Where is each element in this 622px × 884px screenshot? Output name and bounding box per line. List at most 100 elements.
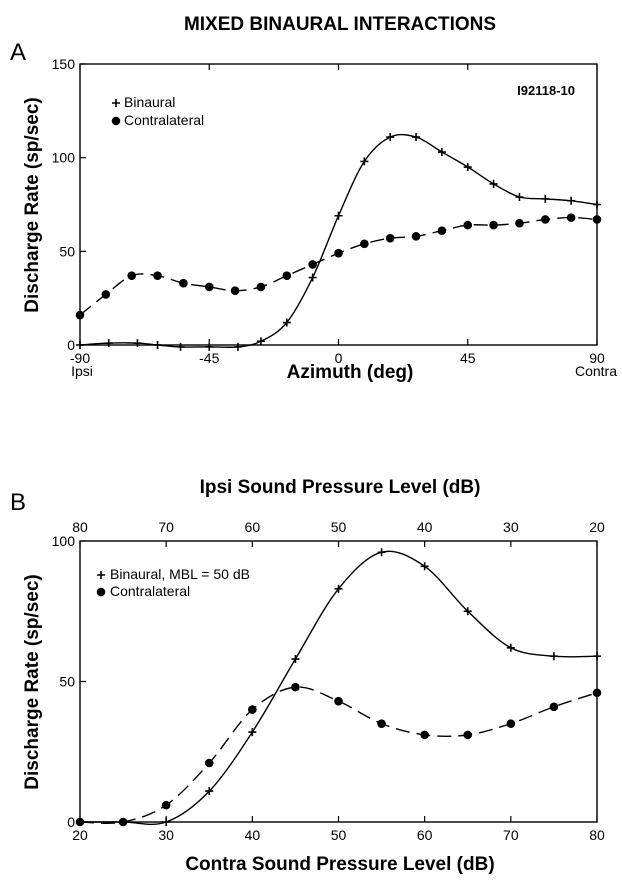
panel-b-series-contralateral-point (463, 730, 473, 740)
panel-a-series-binaural-point (104, 339, 113, 348)
panel-b-series-contralateral-point (248, 705, 257, 714)
panel-a-x-end-label-right: Contra (575, 363, 617, 379)
panel-b-legend-symbol-binaural (97, 571, 105, 579)
panel-a-legend-contralateral: Contralateral (124, 112, 204, 128)
panel-b-series-binaural-point (463, 607, 472, 616)
panel-a-x-end-label-left: Ipsi (71, 363, 93, 379)
panel-a-series-binaural-line (79, 133, 598, 348)
panel-b-y-tick-label: 50 (59, 674, 75, 690)
panel-b: B Ipsi Sound Pressure Level (dB) Contra … (10, 477, 605, 875)
panel-a-label: A (10, 39, 26, 66)
panel-b-y-tick-label: 100 (52, 533, 76, 549)
panel-b-series-contralateral-point (118, 817, 128, 827)
panel-a-y-axis-label: Discharge Rate (sp/sec) (22, 97, 43, 312)
panel-a-series-binaural-point (334, 211, 343, 220)
panel-a-series-binaural-point (176, 342, 185, 351)
panel-a-series-binaural-point (308, 273, 317, 282)
panel-a-series-binaural-point (593, 200, 601, 209)
panel-a-series-binaural-point (282, 318, 291, 327)
panel-a-series-contralateral-point (127, 271, 136, 280)
panel-a-series-contralateral-point (592, 215, 602, 224)
panel-a-y-tick-label: 100 (52, 150, 76, 166)
panel-a-series-contralateral-point (282, 271, 292, 280)
panel-a-series-contralateral-point (204, 282, 214, 292)
panel-a-series-binaural-point (567, 196, 576, 205)
panel-b-series-binaural-point (506, 643, 515, 652)
panel-a-series-contralateral-point (515, 218, 524, 228)
panel-b-series-contralateral-point (549, 702, 559, 712)
panel-b-top-axis-label: Ipsi Sound Pressure Level (dB) (200, 477, 481, 498)
panel-b-series-binaural-point (291, 655, 300, 664)
panel-b-x-tick-label: 50 (331, 827, 347, 843)
panel-b-x-tick-label: 80 (589, 827, 605, 843)
panel-a-series-binaural-point (463, 163, 472, 172)
panel-a-series-contralateral-point (385, 233, 395, 243)
panel-a-y-tick-label: 150 (52, 56, 76, 72)
panel-a-legend-symbol-binaural (112, 99, 120, 107)
panel-a-series-binaural-point (76, 341, 84, 349)
panel-b-series-binaural-point (549, 652, 558, 661)
panel-a-annotation: I92118-10 (517, 83, 575, 98)
panel-b-series-binaural-point (420, 562, 429, 571)
panel-a-y-tick-label: 50 (59, 243, 75, 259)
panel-a-x-axis-label: Azimuth (deg) (287, 362, 414, 383)
panel-a-x-tick-label: 45 (460, 350, 476, 366)
panel-a-series-contralateral-point (308, 260, 317, 269)
panel-b-x-tick-label: 40 (245, 827, 261, 843)
panel-b-series-contralateral-point (204, 758, 214, 768)
panel-a-series-contralateral-point (541, 215, 550, 224)
panel-a-x-tick-label: -45 (199, 350, 219, 366)
panel-a-series-binaural-point (360, 157, 369, 166)
panel-a-series-contralateral-point (360, 239, 369, 249)
panel-a-series-binaural-point (515, 193, 524, 202)
panel-a-series-binaural-point (256, 337, 265, 346)
panel-b-top-tick-label: 50 (331, 519, 347, 535)
panel-a-series-binaural-point (233, 342, 242, 351)
panel-a-series-contralateral-point (101, 290, 111, 299)
panel-a-series-contralateral-line (79, 216, 598, 316)
panel-a-series-binaural-point (153, 341, 162, 349)
panel-a-series-binaural-point (412, 133, 421, 142)
panel-b-top-tick-label: 70 (158, 519, 174, 535)
panel-b-series-binaural-point (205, 787, 214, 796)
panel-a-x-tick-label: 0 (335, 350, 343, 366)
panel-b-top-tick-label: 80 (72, 519, 88, 535)
panel-b-x-tick-label: 20 (72, 827, 88, 843)
panel-b-series-contralateral-point (592, 688, 602, 698)
panel-b-top-tick-label: 20 (589, 519, 605, 535)
panel-b-series-contralateral-point (377, 719, 386, 728)
panel-b-top-tick-label: 60 (245, 519, 261, 535)
panel-a-series-binaural-point (205, 342, 214, 351)
panel-b-series-contralateral-point (334, 696, 343, 706)
panel-b-series-contralateral-point (291, 682, 300, 692)
panel-b-series-binaural-point (248, 728, 257, 737)
panel-b-x-tick-label: 70 (503, 827, 519, 843)
panel-a-series-binaural-point (386, 133, 395, 142)
panel-a-series-binaural-point (133, 339, 142, 348)
panel-a-series-binaural-point (541, 194, 550, 203)
panel-b-series-contralateral-point (420, 730, 429, 740)
panel-a-series-binaural-point (437, 148, 446, 157)
panel-b-legend-contralateral: Contralateral (110, 583, 190, 599)
panel-a-series-contralateral-point (489, 220, 498, 230)
panel-b-series-contralateral-point (75, 817, 85, 827)
panel-b-series-contralateral-point (161, 800, 171, 810)
panel-a-series-contralateral-point (463, 220, 473, 230)
panel-b-series-contralateral-point (506, 719, 516, 728)
panel-a: A I92118-10 Azimuth (deg) Discharge Rate… (10, 39, 617, 383)
panel-a-series-contralateral-point (566, 213, 576, 222)
panel-a-legend-binaural: Binaural (124, 94, 175, 110)
panel-b-series-binaural-point (377, 548, 386, 557)
panel-b-legend-symbol-contralateral (96, 587, 106, 597)
panel-b-y-tick-label: 0 (67, 814, 75, 830)
panel-a-series-contralateral-point (411, 232, 421, 241)
panel-b-series-contralateral-line (79, 686, 598, 824)
panel-b-top-tick-label: 30 (503, 519, 519, 535)
panel-a-series-binaural-point (489, 179, 498, 188)
panel-b-x-tick-label: 60 (417, 827, 433, 843)
panel-b-y-axis-label: Discharge Rate (sp/sec) (22, 574, 43, 789)
panel-b-x-tick-label: 30 (158, 827, 174, 843)
panel-a-series-contralateral-point (230, 286, 240, 295)
panel-a-series-contralateral-point (256, 282, 266, 292)
panel-a-legend-symbol-contralateral (111, 116, 121, 126)
